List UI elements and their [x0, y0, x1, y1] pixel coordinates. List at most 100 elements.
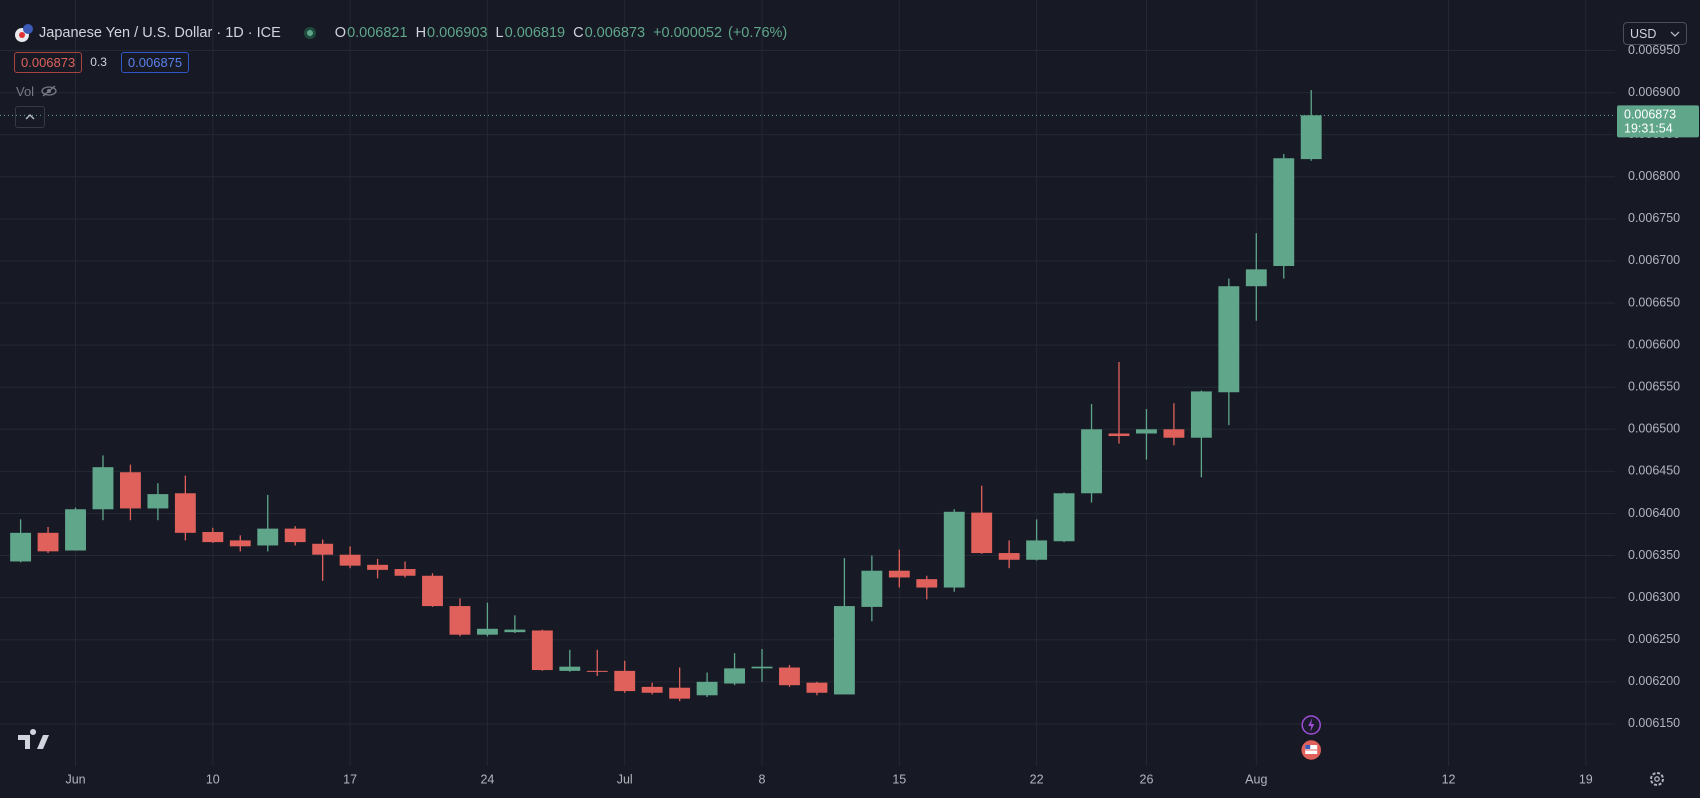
dropdown-arrow [1670, 31, 1680, 37]
hide-icon[interactable] [40, 85, 58, 97]
symbol-title[interactable]: Japanese Yen / U.S. Dollar · 1D · ICE [39, 25, 281, 41]
y-tick-label: 0.006750 [1628, 211, 1680, 225]
x-tick-label: 19 [1579, 772, 1593, 786]
y-tick-label: 0.006400 [1628, 506, 1680, 520]
last-price-box [1617, 105, 1699, 138]
settings-hub [1654, 776, 1660, 782]
open-value: 0.006821 [347, 25, 408, 41]
market-status[interactable] [303, 26, 317, 40]
candle-body [174, 493, 196, 533]
candle-body [1136, 429, 1157, 434]
candle-body [1053, 493, 1075, 542]
candle-body [916, 579, 938, 588]
candle-body [559, 666, 581, 671]
candle-body [861, 570, 883, 607]
candle-body [998, 553, 1020, 560]
candle-body [586, 670, 608, 672]
y-tick-label: 0.006900 [1628, 85, 1680, 99]
currency-label: USD [1630, 26, 1657, 41]
candle-body [943, 511, 965, 588]
countdown-label: 19:31:54 [1624, 122, 1673, 136]
candle-body [92, 467, 114, 510]
candle-body [669, 687, 691, 699]
candle-body [257, 528, 279, 546]
candle-body [641, 686, 663, 693]
spread: 0.3 [90, 55, 107, 69]
volume-label[interactable]: Vol [16, 83, 35, 99]
y-tick-label: 0.006450 [1628, 464, 1680, 478]
candle-body [1190, 391, 1212, 438]
y-tick-label: 0.006600 [1628, 337, 1680, 351]
currency-dropdown[interactable]: USD [1623, 22, 1687, 45]
legend-row: Japanese Yen / U.S. Dollar · 1D · ICE O … [14, 22, 788, 44]
candle-body [202, 531, 224, 543]
x-tick-label: 15 [892, 772, 906, 786]
y-tick-label: 0.006800 [1628, 169, 1680, 183]
y-tick-label: 0.006650 [1628, 295, 1680, 309]
candle-body [394, 569, 416, 576]
y-tick-label: 0.006250 [1628, 632, 1680, 646]
collapse-button[interactable] [15, 106, 45, 128]
candle-body [724, 668, 745, 684]
symbol-icon [15, 24, 33, 42]
candle-body [65, 509, 86, 551]
candle-body [476, 628, 498, 635]
x-tick-label: Aug [1245, 772, 1267, 786]
candle-body [504, 629, 526, 633]
close-value: 0.006873 [584, 25, 646, 41]
x-tick-label: 26 [1140, 772, 1154, 786]
y-tick-label: 0.006200 [1628, 674, 1680, 688]
volume-row: Vol [16, 82, 58, 100]
y-tick-label: 0.006350 [1628, 548, 1680, 562]
candle-body [449, 606, 471, 635]
x-tick-label: Jul [617, 772, 633, 786]
buy-button[interactable]: 0.006875 [120, 51, 190, 73]
high-value: 0.006903 [427, 25, 488, 41]
candle-body [833, 606, 855, 695]
y-tick-label: 0.006300 [1628, 590, 1680, 604]
lightning [1308, 718, 1315, 732]
y-tick-label: 0.006150 [1628, 716, 1680, 730]
change-percent: (+0.76%) [728, 25, 788, 41]
flag-canton [1305, 745, 1311, 749]
x-tick-label: Jun [65, 772, 85, 786]
candle-body [779, 667, 800, 686]
trade-row: 0.006873 0.3 0.006875 [14, 50, 190, 74]
sell-button[interactable]: 0.006873 [14, 51, 83, 73]
candle-body [1108, 433, 1130, 437]
candle-body [614, 670, 636, 692]
x-tick-label: 8 [759, 772, 766, 786]
y-tick-label: 0.006700 [1628, 253, 1680, 267]
candle-body [120, 472, 141, 509]
candle-body [1218, 286, 1240, 393]
candle-body [367, 564, 389, 570]
c-label: C [573, 25, 584, 41]
settings-icon[interactable] [1650, 772, 1664, 786]
candle-body [1273, 158, 1295, 266]
candle-body [1245, 269, 1267, 287]
x-tick-label: 10 [206, 772, 220, 786]
y-tick-label: 0.006500 [1628, 422, 1680, 436]
candle-body [147, 494, 169, 509]
candle-body [229, 540, 251, 547]
candle-body [1081, 429, 1102, 494]
low-value: 0.006819 [504, 25, 566, 41]
x-tick-label: 22 [1030, 772, 1044, 786]
candle-body [531, 630, 553, 671]
x-tick-label: 17 [343, 772, 357, 786]
tv-logo [18, 729, 49, 749]
y-tick-label: 0.006550 [1628, 380, 1680, 394]
candle-body [37, 532, 59, 552]
candle-body [284, 528, 306, 543]
candle-body [888, 570, 910, 578]
o-label: O [334, 25, 347, 41]
h-label: H [415, 25, 427, 41]
y-tick-label: 0.006950 [1628, 43, 1680, 57]
candle-body [806, 682, 828, 693]
candle-body [339, 554, 361, 566]
change: +0.000052 [653, 25, 723, 41]
candle-body [696, 681, 718, 696]
candle-body [1163, 429, 1185, 438]
